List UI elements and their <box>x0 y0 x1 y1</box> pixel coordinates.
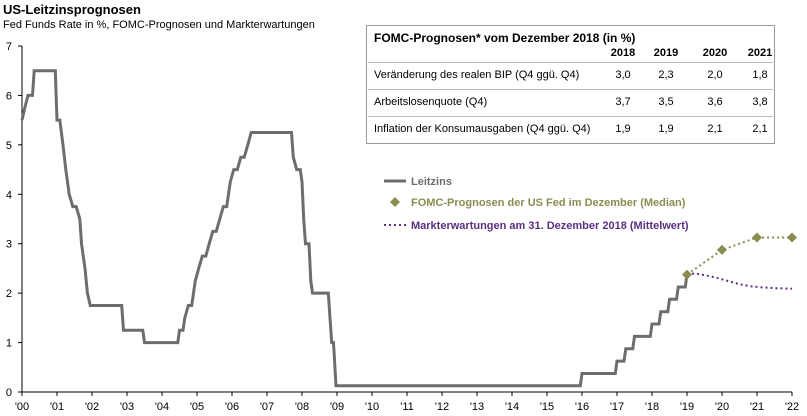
legend-swatch-fomc <box>390 197 400 207</box>
x-tick-label: '12 <box>435 401 449 413</box>
row-value: 3,5 <box>658 96 674 108</box>
y-tick-label: 4 <box>6 189 12 201</box>
row-value: 2,0 <box>707 69 723 81</box>
table-divider <box>368 116 773 117</box>
legend-label: Leitzins <box>411 176 452 188</box>
x-tick-label: '11 <box>400 401 414 413</box>
row-value: 3,6 <box>707 96 723 108</box>
x-tick-label: '19 <box>680 401 694 413</box>
x-tick-label: '16 <box>575 401 589 413</box>
fomc-line <box>686 236 792 276</box>
table-title: FOMC-Prognosen* vom Dezember 2018 (in %) <box>374 31 636 45</box>
y-tick-label: 0 <box>6 387 12 399</box>
fomc-forecast-table: FOMC-Prognosen* vom Dezember 2018 (in %)… <box>366 25 775 144</box>
x-tick-label: '18 <box>645 401 659 413</box>
chart-title: US-Leitzinsprognosen <box>3 2 141 17</box>
row-value: 1,9 <box>615 123 631 135</box>
fomc-marker <box>682 269 692 280</box>
year-header: 2018 <box>610 47 636 59</box>
legend-label: Markterwartungen am 31. Dezember 2018 (M… <box>411 220 689 232</box>
row-value: 1,8 <box>752 69 768 81</box>
row-label: Inflation der Konsumausgaben (Q4 ggü. Q4… <box>374 123 591 135</box>
series-markers <box>682 232 797 280</box>
x-tick-label: '17 <box>610 401 624 413</box>
axes: 0 1 2 3 4 5 6 7 '00 '01 '02 '03 '04 '05 '06 '07 '08 '09 '1… <box>6 41 799 413</box>
row-label: Veränderung des realen BIP (Q4 ggü. Q4) <box>374 69 580 81</box>
x-tick-label: '05 <box>190 401 204 413</box>
x-tick-label: '10 <box>365 401 379 413</box>
year-header: 2021 <box>747 47 773 59</box>
y-tick-label: 6 <box>6 90 12 102</box>
x-tick-label: '00 <box>15 401 29 413</box>
row-label: Arbeitslosenquote (Q4) <box>374 96 488 108</box>
table-row: Inflation der Konsumausgaben (Q4 ggü. Q4… <box>367 118 774 142</box>
row-value: 3,7 <box>615 96 631 108</box>
fomc-marker <box>787 232 797 243</box>
x-tick-label: '13 <box>470 401 484 413</box>
x-tick-label: '02 <box>85 401 99 413</box>
x-tick-label: '03 <box>120 401 134 413</box>
table-row: Arbeitslosenquote (Q4) 3,7 3,5 3,6 3,8 <box>367 91 774 115</box>
x-tick-label: '22 <box>785 401 799 413</box>
series-lines <box>20 69 793 388</box>
row-value: 3,8 <box>752 96 768 108</box>
year-header: 2020 <box>702 47 728 59</box>
x-tick-label: '01 <box>50 401 64 413</box>
chart-subtitle: Fed Funds Rate in %, FOMC-Prognosen und … <box>3 19 315 31</box>
row-value: 2,3 <box>658 69 674 81</box>
x-tick-label: '20 <box>715 401 729 413</box>
x-tick-label: '15 <box>540 401 554 413</box>
y-tick-label: 5 <box>6 140 12 152</box>
x-tick-label: '21 <box>750 401 764 413</box>
table-year-header: 2018 2019 2020 2021 <box>367 47 774 61</box>
x-tick-label: '14 <box>505 401 519 413</box>
row-value: 1,9 <box>658 123 674 135</box>
row-value: 3,0 <box>615 69 631 81</box>
y-tick-label: 7 <box>6 41 12 53</box>
row-value: 2,1 <box>707 123 723 135</box>
x-tick-label: '06 <box>225 401 239 413</box>
legend: Leitzins FOMC-Prognosen der US Fed im Dez… <box>384 176 689 232</box>
row-value: 2,1 <box>752 123 768 135</box>
fomc-marker <box>717 244 727 255</box>
x-tick-label: '09 <box>330 401 344 413</box>
fomc-marker <box>752 232 762 243</box>
y-tick-label: 2 <box>6 288 12 300</box>
table-row: Veränderung des realen BIP (Q4 ggü. Q4) … <box>367 64 774 88</box>
table-divider <box>368 62 773 63</box>
x-tick-label: '04 <box>155 401 169 413</box>
table-divider <box>368 89 773 90</box>
y-tick-label: 3 <box>6 239 12 251</box>
x-tick-label: '07 <box>260 401 274 413</box>
legend-label: FOMC-Prognosen der US Fed im Dezember (M… <box>411 197 686 209</box>
year-header: 2019 <box>653 47 679 59</box>
y-tick-label: 1 <box>6 338 12 350</box>
leitzins-line <box>20 69 689 388</box>
x-tick-label: '08 <box>295 401 309 413</box>
markt-line <box>686 272 793 290</box>
